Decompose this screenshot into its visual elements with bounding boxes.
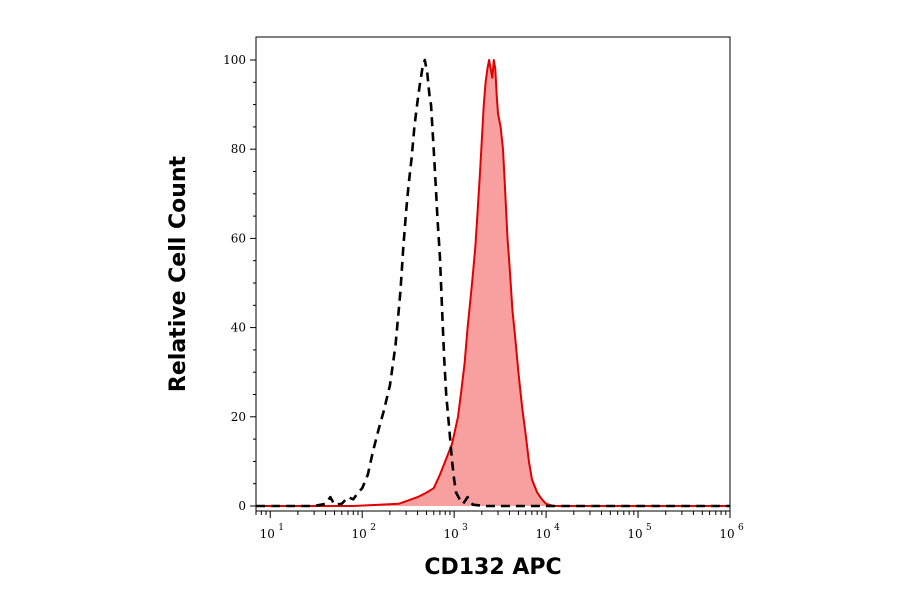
x-tick-exponent: 4 xyxy=(554,523,560,533)
x-tick-label: 10 xyxy=(719,527,734,541)
x-tick-label: 10 xyxy=(352,527,367,541)
x-tick-exponent: 1 xyxy=(278,523,284,533)
x-tick-exponent: 6 xyxy=(738,523,744,533)
x-axis-title: CD132 APC xyxy=(424,555,561,580)
series-0-line xyxy=(256,58,730,508)
y-tick-label: 40 xyxy=(231,321,246,335)
x-tick-label: 10 xyxy=(535,527,550,541)
y-tick-label: 80 xyxy=(231,142,246,156)
series-1-line xyxy=(256,59,730,507)
y-axis-title: Relative Cell Count xyxy=(166,155,191,392)
series-1-area xyxy=(256,60,730,506)
y-tick-label: 20 xyxy=(231,410,246,424)
y-tick-label: 60 xyxy=(231,231,246,245)
y-tick-label: 0 xyxy=(238,499,246,513)
series-layer xyxy=(256,58,730,508)
plot-frame xyxy=(255,36,731,512)
x-tick-exponent: 3 xyxy=(462,523,468,533)
x-tick-label: 10 xyxy=(260,527,275,541)
x-tick-label: 10 xyxy=(627,527,642,541)
x-tick-label: 10 xyxy=(444,527,459,541)
x-tick-exponent: 2 xyxy=(370,523,376,533)
x-tick-exponent: 5 xyxy=(646,523,652,533)
y-tick-label: 100 xyxy=(223,53,246,67)
